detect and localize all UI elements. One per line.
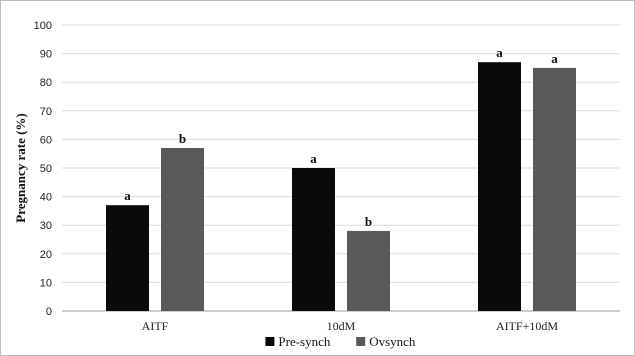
y-axis-ticks: 0 10 20 30 40 50 60 70 80 90 100 xyxy=(34,20,52,318)
bar-pre-synch-aitf xyxy=(106,205,149,311)
bar-pre-synch-aitf-10dm xyxy=(478,62,521,312)
significance-letter: a xyxy=(124,188,131,203)
bar-pre-synch-10dm xyxy=(292,168,335,311)
x-category-label: AITF xyxy=(142,319,169,333)
y-tick-label: 90 xyxy=(40,49,52,61)
bar-ovsynch-aitf-10dm xyxy=(533,67,576,312)
significance-letter: b xyxy=(179,131,186,146)
x-axis-categories: AITF 10dM AITF+10dM xyxy=(142,319,559,333)
significance-letter: a xyxy=(310,151,317,166)
legend-swatch xyxy=(356,337,366,346)
bar-ovsynch-aitf xyxy=(161,147,204,311)
x-category-label: AITF+10dM xyxy=(496,319,558,333)
y-tick-label: 60 xyxy=(40,134,52,146)
bar-ovsynch-10dm xyxy=(347,230,390,311)
y-tick-label: 100 xyxy=(34,20,52,32)
y-tick-label: 70 xyxy=(40,106,52,118)
y-tick-label: 80 xyxy=(40,77,52,89)
y-tick-label: 30 xyxy=(40,220,52,232)
y-tick-label: 40 xyxy=(40,192,52,204)
gridlines xyxy=(62,24,620,312)
legend-label: Ovsynch xyxy=(369,334,416,349)
y-tick-label: 0 xyxy=(46,306,52,318)
significance-letter: a xyxy=(496,45,503,60)
y-tick-label: 50 xyxy=(40,163,52,175)
y-tick-label: 10 xyxy=(40,277,52,289)
legend-label: Pre-synch xyxy=(278,334,330,349)
significance-letter: a xyxy=(551,51,558,66)
significance-letter: b xyxy=(365,214,372,229)
y-axis-title: Pregnancy rate (%) xyxy=(13,113,28,223)
legend-swatch xyxy=(265,337,275,346)
y-tick-label: 20 xyxy=(40,249,52,261)
legend: Pre-synch Ovsynch xyxy=(265,334,416,349)
x-category-label: 10dM xyxy=(327,319,356,333)
bars: a b a b a a xyxy=(106,45,576,312)
